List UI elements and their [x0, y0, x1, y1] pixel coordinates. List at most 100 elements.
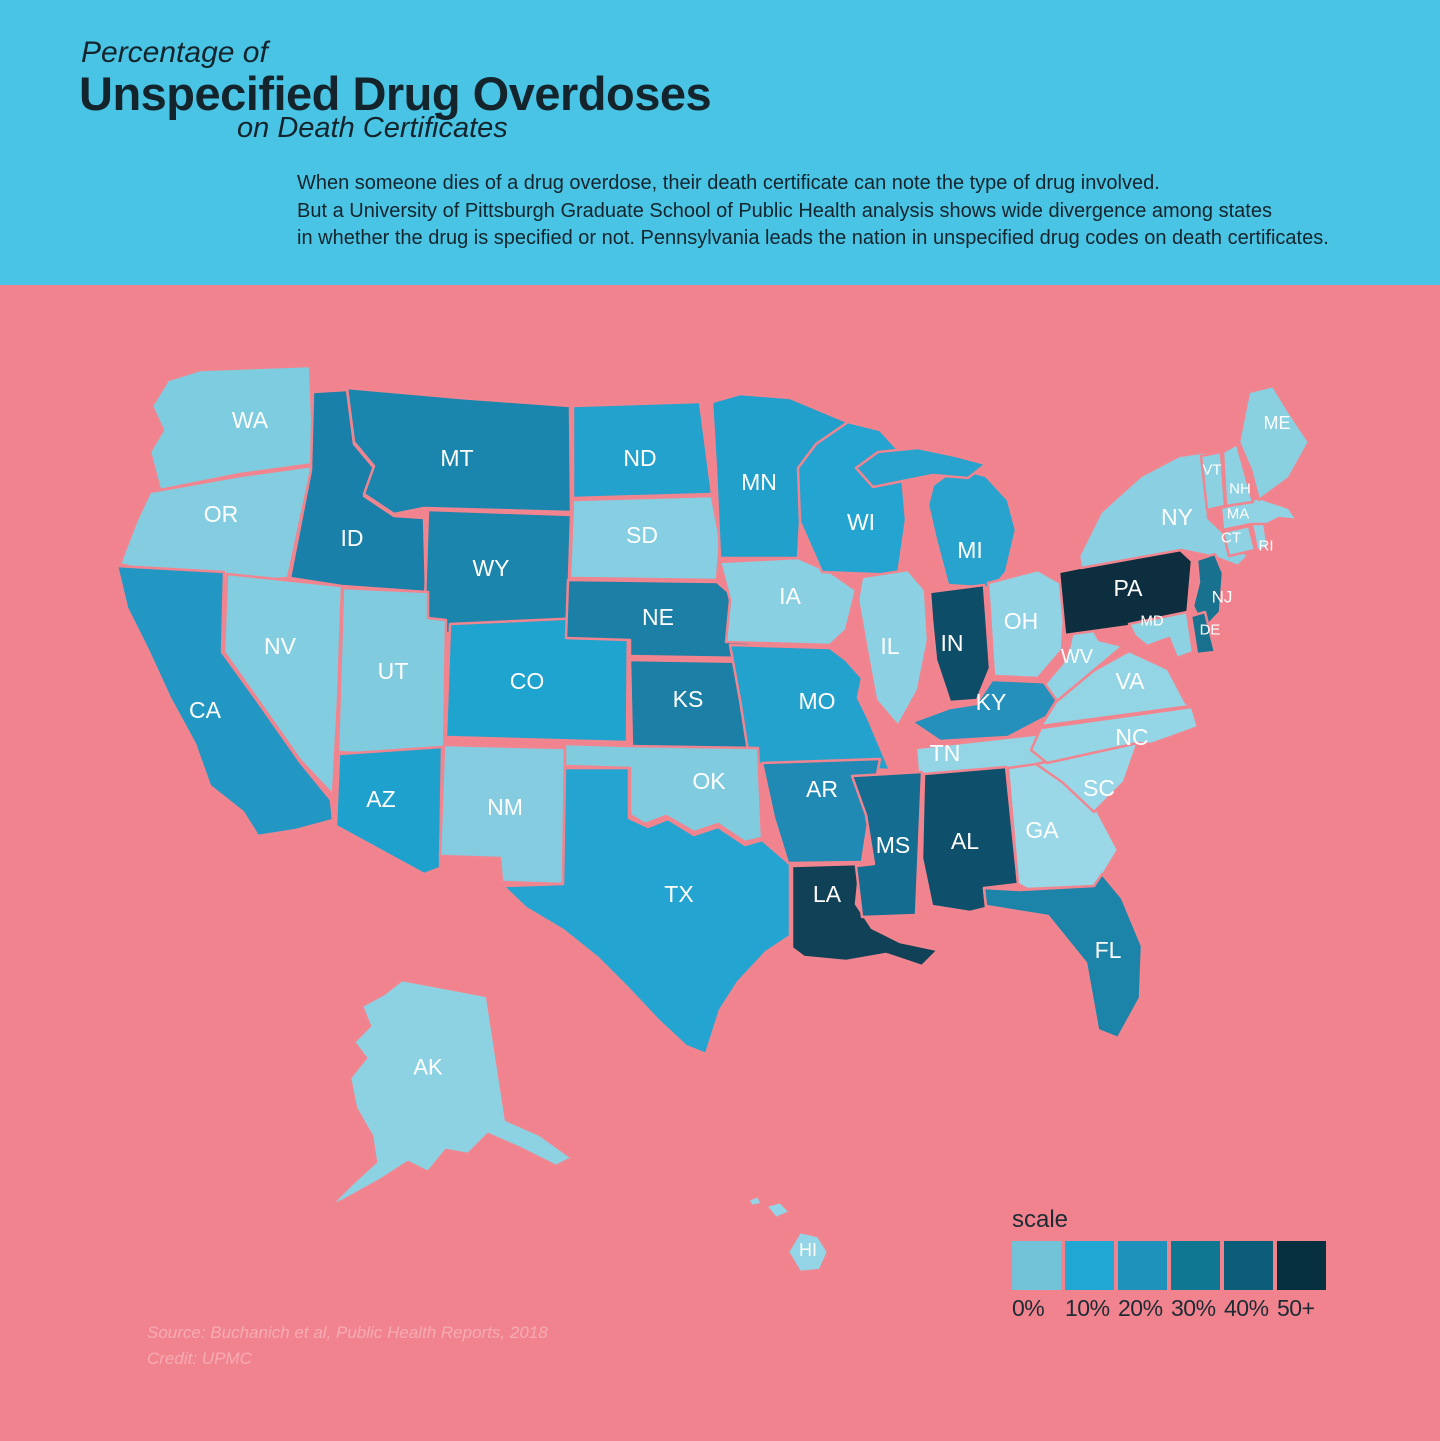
- state-label-IA: IA: [779, 583, 801, 609]
- page-title: Unspecified Drug Overdoses: [79, 67, 712, 120]
- state-HI: [764, 1200, 792, 1220]
- state-IA: [718, 556, 858, 647]
- state-label-MA: MA: [1227, 506, 1250, 523]
- state-label-KY: KY: [976, 689, 1007, 715]
- state-AZ: [334, 745, 444, 876]
- state-label-AZ: AZ: [366, 786, 395, 812]
- state-AL: [920, 765, 1020, 914]
- state-HI: [786, 1230, 830, 1274]
- legend-swatch-20%: [1118, 1241, 1167, 1290]
- legend-swatch-50+: [1277, 1241, 1326, 1290]
- state-label-WV: WV: [1061, 646, 1094, 668]
- state-label-NV: NV: [264, 633, 297, 659]
- state-label-NC: NC: [1115, 724, 1148, 750]
- state-label-CT: CT: [1221, 530, 1241, 547]
- state-label-MT: MT: [440, 445, 473, 471]
- state-CA: [115, 564, 335, 838]
- legend-label-50+: 50+: [1277, 1295, 1315, 1321]
- state-HI: [746, 1194, 764, 1208]
- state-UT: [336, 586, 448, 760]
- legend-item-50+: 50+: [1277, 1241, 1326, 1322]
- state-ND: [571, 400, 714, 500]
- state-label-RI: RI: [1259, 538, 1274, 555]
- state-label-MN: MN: [741, 469, 777, 495]
- state-label-ND: ND: [623, 445, 656, 471]
- legend-label-10%: 10%: [1065, 1295, 1110, 1321]
- state-label-VA: VA: [1116, 668, 1146, 694]
- state-label-PA: PA: [1114, 575, 1144, 601]
- state-label-MI: MI: [957, 537, 983, 563]
- legend: scale 0% 10% 20% 30% 40% 50+: [1012, 1206, 1326, 1322]
- state-label-SD: SD: [626, 522, 658, 548]
- state-label-NH: NH: [1229, 481, 1251, 498]
- state-MO: [728, 643, 892, 772]
- state-label-CA: CA: [189, 697, 222, 723]
- state-label-IL: IL: [880, 633, 899, 659]
- legend-item-30%: 30%: [1171, 1241, 1220, 1322]
- state-label-WI: WI: [847, 509, 875, 535]
- legend-swatch-30%: [1171, 1241, 1220, 1290]
- state-TX: [501, 766, 792, 1056]
- state-label-AL: AL: [951, 828, 979, 854]
- state-label-OH: OH: [1004, 608, 1039, 634]
- state-label-NE: NE: [642, 604, 674, 630]
- state-IN: [928, 583, 992, 704]
- state-label-IN: IN: [941, 630, 964, 656]
- state-label-ID: ID: [341, 525, 364, 551]
- legend-swatch-40%: [1224, 1241, 1273, 1290]
- header-band: Percentage of Unspecified Drug Overdoses…: [0, 0, 1440, 285]
- state-NH: [1221, 442, 1255, 508]
- state-label-TX: TX: [664, 881, 693, 907]
- state-MI: [926, 466, 1018, 590]
- state-IL: [856, 568, 930, 728]
- state-MI: [854, 446, 988, 489]
- source-credit: Source: Buchanich et al, Public Health R…: [147, 1320, 548, 1372]
- description: When someone dies of a drug overdose, th…: [297, 170, 1329, 253]
- description-line-2: But a University of Pittsburgh Graduate …: [297, 199, 1272, 222]
- state-DE: [1189, 610, 1217, 656]
- state-label-LA: LA: [813, 881, 842, 907]
- state-label-HI: HI: [799, 1240, 817, 1260]
- legend-label-30%: 30%: [1171, 1295, 1216, 1321]
- state-MT: [345, 386, 573, 516]
- state-label-NJ: NJ: [1212, 588, 1233, 607]
- description-line-3: in whether the drug is specified or not.…: [297, 227, 1329, 249]
- state-AK: [328, 978, 574, 1208]
- state-label-NY: NY: [1161, 504, 1193, 530]
- state-SD: [568, 494, 722, 582]
- legend-label-0%: 0%: [1012, 1295, 1045, 1321]
- state-label-MD: MD: [1140, 613, 1163, 630]
- credit-line: Credit: UPMC: [147, 1349, 252, 1368]
- state-OH: [986, 568, 1068, 680]
- legend-swatch-10%: [1065, 1241, 1114, 1290]
- state-ME: [1237, 384, 1311, 502]
- legend-item-40%: 40%: [1224, 1241, 1273, 1322]
- state-AR: [760, 757, 882, 865]
- state-MS: [850, 770, 924, 919]
- legend-label-20%: 20%: [1118, 1295, 1163, 1321]
- state-WV: [1043, 616, 1125, 703]
- state-label-CO: CO: [510, 668, 545, 694]
- state-label-VT: VT: [1202, 462, 1221, 479]
- legend-label-40%: 40%: [1224, 1295, 1269, 1321]
- state-label-SC: SC: [1083, 775, 1115, 801]
- state-label-NM: NM: [487, 794, 523, 820]
- state-label-ME: ME: [1264, 413, 1291, 433]
- source-line: Source: Buchanich et al, Public Health R…: [147, 1323, 548, 1342]
- legend-title: scale: [1012, 1206, 1069, 1233]
- state-label-DE: DE: [1200, 622, 1221, 639]
- title-line-3: on Death Certificates: [237, 112, 508, 144]
- state-label-OR: OR: [204, 501, 239, 527]
- state-label-MO: MO: [798, 688, 835, 714]
- state-FL: [982, 872, 1144, 1040]
- state-MD: [1127, 610, 1195, 660]
- state-WI: [796, 420, 908, 577]
- title-line-1: Percentage of: [81, 36, 268, 69]
- legend-swatch-0%: [1012, 1241, 1061, 1290]
- state-MA: [1219, 496, 1299, 532]
- state-label-AR: AR: [806, 776, 838, 802]
- state-label-TN: TN: [930, 740, 961, 766]
- legend-item-10%: 10%: [1065, 1241, 1114, 1322]
